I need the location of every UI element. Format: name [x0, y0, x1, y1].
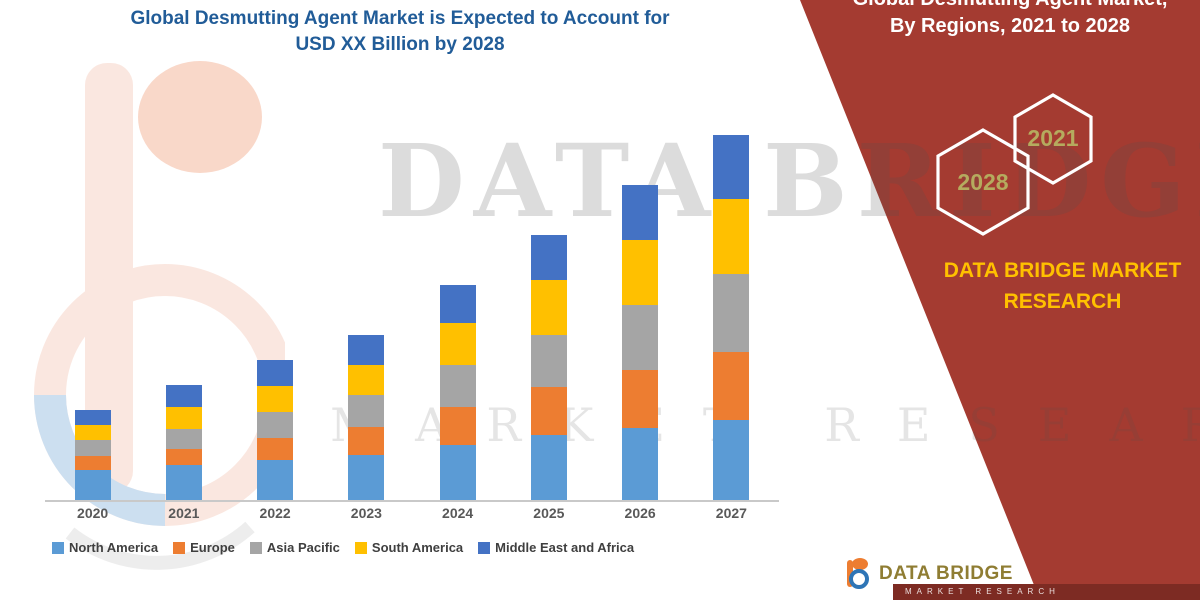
bar-segment-south-america-2020: [74, 425, 111, 440]
legend-item-middle-east-and-africa: Middle East and Africa: [478, 540, 634, 555]
stacked-bar-2024: [439, 285, 476, 500]
hexagon-year-2028: 2028: [957, 169, 1008, 195]
x-axis-line: [45, 500, 779, 502]
bar-segment-south-america-2022: [257, 386, 294, 412]
bar-segment-middle-east-and-africa-2026: [622, 185, 659, 240]
stacked-bar-2022: [257, 360, 294, 500]
bar-segment-asia-pacific-2022: [257, 412, 294, 438]
bar-segment-north-america-2023: [348, 455, 385, 500]
bar-segment-europe-2023: [348, 427, 385, 455]
stacked-bar-2027: [713, 135, 750, 500]
legend-label-north-america: North America: [69, 540, 159, 555]
bar-segment-north-america-2024: [439, 445, 476, 500]
logo-gray-swoosh: [65, 521, 255, 570]
panel-heading: Global Desmutting Agent Market, By Regio…: [820, 0, 1200, 38]
x-axis-label-2020: 2020: [77, 505, 109, 521]
stacked-bar-2023: [348, 335, 385, 500]
bar-segment-south-america-2027: [713, 199, 750, 274]
bar-segment-asia-pacific-2025: [530, 335, 567, 387]
chart-legend: North America Europe Asia Pacific South Ame…: [52, 540, 634, 555]
hexagon-year-2021: 2021: [1027, 125, 1078, 151]
chart-title: Global Desmutting Agent Market is Expect…: [30, 6, 770, 58]
bar-segment-south-america-2024: [439, 323, 476, 365]
x-axis-label-2023: 2023: [350, 505, 382, 521]
legend-item-south-america: South America: [354, 540, 464, 555]
panel-heading-line2: By Regions, 2021 to 2028: [889, 15, 1131, 37]
bar-segment-asia-pacific-2023: [348, 395, 385, 427]
legend-swatch-south-america: [354, 541, 367, 554]
bar-segment-europe-2022: [257, 438, 294, 460]
plot-area: [47, 0, 777, 500]
bar-segment-asia-pacific-2026: [622, 305, 659, 370]
panel-brand-text: DATA BRIDGE MARKET RESEARCH: [900, 255, 1200, 317]
bar-segment-asia-pacific-2020: [74, 440, 111, 456]
stacked-bar-2026: [622, 185, 659, 500]
x-axis-label-2022: 2022: [259, 505, 291, 521]
x-axis-label-2027: 2027: [715, 505, 747, 521]
bar-segment-middle-east-and-africa-2023: [348, 335, 385, 365]
bar-segment-middle-east-and-africa-2022: [257, 360, 294, 386]
footer-logo-flame: [852, 558, 868, 570]
x-axis-label-2024: 2024: [442, 505, 474, 521]
bar-segment-south-america-2025: [530, 280, 567, 335]
bar-segment-middle-east-and-africa-2020: [74, 410, 111, 425]
bar-segment-north-america-2020: [74, 470, 111, 500]
x-axis-label-2021: 2021: [168, 505, 200, 521]
bar-segment-europe-2027: [713, 352, 750, 420]
bar-segment-middle-east-and-africa-2024: [439, 285, 476, 323]
legend-item-north-america: North America: [52, 540, 158, 555]
legend-label-europe: Europe: [190, 540, 235, 555]
bar-segment-north-america-2021: [165, 465, 202, 500]
footer-logo-strip: MARKET RESEARCH: [893, 584, 1200, 600]
footer-logo: DATA BRIDGE: [843, 558, 1013, 590]
bar-segment-south-america-2026: [622, 240, 659, 305]
x-axis-labels: 2020 2021 2022 2023 2024 2025 2026 2027: [47, 505, 777, 525]
legend-swatch-europe: [173, 541, 186, 554]
bar-segment-north-america-2026: [622, 428, 659, 500]
bar-segment-asia-pacific-2024: [439, 365, 476, 407]
bar-segment-north-america-2027: [713, 420, 750, 500]
x-axis-label-2026: 2026: [624, 505, 656, 521]
bar-segment-europe-2024: [439, 407, 476, 445]
bar-segment-europe-2026: [622, 370, 659, 428]
footer-logo-text: DATA BRIDGE: [879, 563, 1013, 584]
legend-swatch-asia-pacific: [249, 541, 262, 554]
stacked-bar-2020: [74, 410, 111, 500]
bar-segment-europe-2021: [165, 449, 202, 465]
legend-swatch-north-america: [52, 541, 64, 554]
legend-swatch-middle-east-and-africa: [478, 541, 491, 554]
bar-segment-south-america-2023: [348, 365, 385, 395]
legend-item-europe: Europe: [173, 540, 235, 555]
bar-segment-middle-east-and-africa-2021: [165, 385, 202, 407]
bar-segment-europe-2025: [530, 387, 567, 435]
stacked-bar-2025: [530, 235, 567, 500]
bar-segment-north-america-2025: [530, 435, 567, 500]
panel-heading-line1: Global Desmutting Agent Market,: [820, 0, 1200, 11]
bar-segment-middle-east-and-africa-2027: [713, 135, 750, 199]
chart-title-line1: Global Desmutting Agent Market is Expect…: [130, 8, 670, 29]
bar-segment-asia-pacific-2021: [165, 429, 202, 449]
legend-label-asia-pacific: Asia Pacific: [266, 540, 340, 555]
year-hexagons: 2028 2021: [936, 93, 1093, 236]
hexagon-2021: [1013, 93, 1093, 185]
bar-segment-asia-pacific-2027: [713, 274, 750, 352]
logo-flame-shape: [138, 61, 262, 173]
bar-segment-middle-east-and-africa-2025: [530, 235, 567, 280]
x-axis-label-2025: 2025: [533, 505, 565, 521]
panel-brand-line1: DATA BRIDGE MARKET: [943, 259, 1182, 282]
legend-item-asia-pacific: Asia Pacific: [249, 540, 340, 555]
panel-brand-line2: RESEARCH: [1003, 290, 1122, 313]
bar-segment-south-america-2021: [165, 407, 202, 429]
hexagon-2028: [936, 128, 1030, 236]
bar-segment-europe-2020: [74, 456, 111, 470]
bar-segment-north-america-2022: [257, 460, 294, 500]
footer-logo-icon: [847, 558, 869, 589]
footer-logo-ring: [849, 569, 869, 589]
legend-label-south-america: South America: [371, 540, 464, 555]
legend-label-middle-east-and-africa: Middle East and Africa: [495, 540, 635, 555]
chart-title-line2: USD XX Billion by 2028: [295, 34, 505, 55]
stacked-bar-2021: [165, 385, 202, 500]
logo-stem-shape: [85, 63, 133, 493]
